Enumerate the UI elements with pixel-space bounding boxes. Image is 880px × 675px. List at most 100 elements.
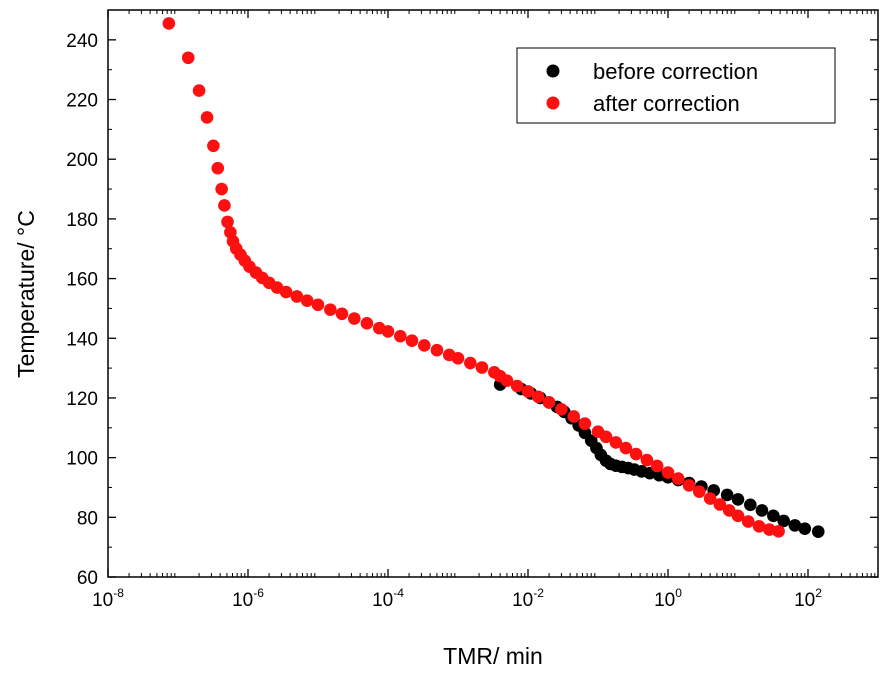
x-tick-label: 10-6 [232,586,264,611]
x-tick-label-exponent: -8 [113,586,124,600]
data-point [475,361,489,374]
data-point [311,298,325,312]
data-point [279,285,293,299]
tick-labels: 10-8 10-6 10-4 10-2 100 102608010012014016018… [66,31,822,611]
data-point [798,522,812,535]
data-point [218,199,231,212]
data-point [500,374,514,387]
data-point [430,343,444,357]
data-point [521,385,535,398]
y-tick-label: 80 [77,508,98,529]
data-point [619,441,633,455]
data-point [661,466,675,479]
y-tick-label: 200 [66,150,98,171]
x-tick-label-base: 10 [92,590,113,611]
legend-marker-after-correction [546,96,560,110]
data-point [200,111,214,124]
data-point [162,17,176,30]
data-point [731,509,745,523]
x-tick-label-exponent: 0 [675,586,682,600]
data-point [324,303,337,316]
x-tick-label-base: 10 [372,590,393,611]
y-tick-label: 180 [66,210,98,231]
data-point [578,417,592,430]
legend-label-after-correction: after correction [593,91,740,116]
data-point [394,329,407,343]
data-point [650,459,664,473]
data-point [755,504,769,517]
data-point [767,509,780,523]
data-point [682,479,696,492]
x-tick-label-base: 10 [794,590,815,611]
data-point [671,472,685,485]
legend-label-before-correction: before correction [593,59,758,84]
data-point [417,339,431,352]
axis-ticks [107,10,878,578]
series-after-correction [162,17,785,538]
x-tick-label: 10-8 [92,586,124,611]
data-point [542,396,556,409]
data-point [211,161,225,175]
data-point [381,325,395,338]
data-point [567,410,581,423]
x-tick-label: 102 [794,586,822,611]
x-axis-title: TMR/ min [443,643,543,669]
data-point [215,182,228,196]
x-tick-label-exponent: -4 [393,586,404,600]
y-tick-label: 220 [66,91,98,112]
data-point [347,312,361,325]
data-point [360,317,374,330]
data-point [772,525,785,538]
data-point [731,493,745,506]
data-point [599,430,613,444]
y-tick-label: 240 [66,31,98,52]
data-point [788,519,802,532]
data-point [752,519,766,533]
legend-marker-before-correction [546,64,560,78]
legend: before correction after correction [516,47,836,124]
data-point [335,307,349,321]
data-point [555,402,568,416]
data-point [741,515,755,528]
data-point [192,84,206,97]
y-axis-title: Temperature/ °C [13,210,39,378]
data-point [464,356,477,370]
x-tick-label: 10-2 [512,586,544,611]
data-point [451,351,465,365]
y-tick-label: 160 [66,270,98,291]
data-point [629,447,643,461]
x-tick-label-exponent: 2 [815,586,822,600]
data-point [531,390,545,404]
y-tick-label: 120 [66,389,98,410]
x-tick-label-base: 10 [654,590,675,611]
plot-frame [107,9,879,578]
data-point [207,139,220,153]
x-tick-label-exponent: -6 [253,586,264,600]
data-point [221,215,234,229]
x-tick-label-base: 10 [232,590,253,611]
x-tick-label-base: 10 [512,590,533,611]
y-tick-label: 60 [77,568,98,589]
data-point [693,485,706,498]
data-point [777,514,791,528]
data-point [744,498,757,512]
data-point [609,436,623,449]
data-point [640,453,654,467]
data-point [720,488,734,502]
x-tick-label: 10-4 [372,586,404,611]
data-point [300,294,314,307]
data-point [405,334,419,347]
x-tick-label-exponent: -2 [533,586,544,600]
y-tick-label: 140 [66,329,98,350]
data-point [713,498,727,511]
data-point [703,492,717,505]
data-points [162,17,825,538]
x-tick-label: 100 [654,586,682,611]
y-tick-label: 100 [66,449,98,470]
data-point [510,379,524,393]
legend-box [516,47,836,124]
data-point [811,525,825,538]
data-point [290,290,304,303]
data-point [181,51,195,65]
